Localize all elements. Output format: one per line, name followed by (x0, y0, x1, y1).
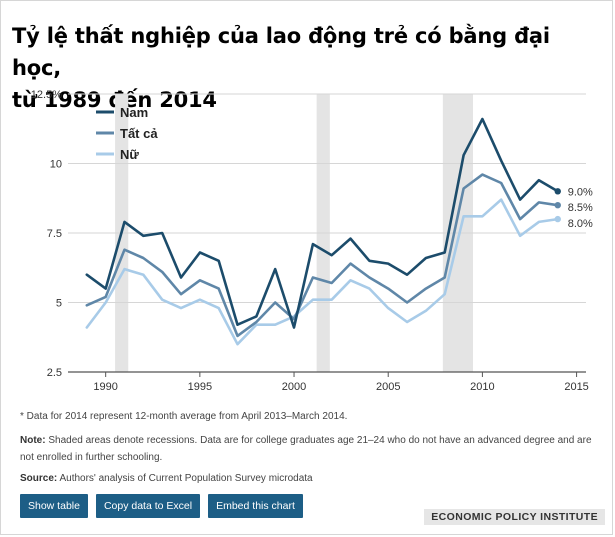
legend: Nam Tất cả Nữ (96, 105, 158, 162)
axes-group: 2.5 5 7.5 10 12.5% 1990 1995 2000 2005 2010 2015 (31, 89, 589, 393)
y-tick-label: 7.5 (47, 228, 62, 240)
brand-logo: ECONOMIC POLICY INSTITUTE (424, 509, 605, 525)
series-end-label: 8.0% (568, 218, 593, 230)
x-tick-label: 1995 (188, 381, 212, 393)
y-tick-label: 2.5 (47, 367, 62, 379)
note-text: Shaded areas denote recessions. Data are… (20, 435, 592, 463)
x-tick-label: 2010 (470, 381, 494, 393)
source-label: Source: (20, 473, 58, 484)
chart-title-line-2: từ 1989 đến 2014 (12, 88, 217, 112)
x-tick-label: 1990 (93, 381, 117, 393)
legend-label: Nữ (120, 147, 139, 162)
series-line-nu (85, 198, 560, 346)
footnote: * Data for 2014 represent 12-month avera… (20, 411, 348, 422)
legend-label: Nam (120, 105, 148, 120)
line-chart: 2.5 5 7.5 10 12.5% 1990 1995 2000 2005 2010 2015 9… (31, 89, 593, 393)
y-tick-label: 5 (56, 298, 62, 310)
series-line-tat-ca (85, 173, 560, 338)
y-tick-label: 12.5% (31, 89, 62, 101)
series-end-point (554, 215, 561, 223)
note-label: Note: (20, 435, 46, 446)
note: Note: Shaded areas denote recessions. Da… (20, 432, 600, 466)
x-tick-label: 2015 (564, 381, 588, 393)
button-bar: Show table Copy data to Excel Embed this… (20, 494, 303, 518)
series-end-point (554, 188, 561, 195)
source: Source: Authors' analysis of Current Pop… (20, 470, 600, 487)
series-end-point (554, 202, 561, 209)
x-tick-label: 2005 (376, 381, 400, 393)
series-end-label: 8.5% (568, 202, 593, 214)
chart-title: Tỷ lệ thất nghiệp của lao động trẻ có bằ… (12, 20, 602, 116)
y-tick-label: 10 (50, 159, 62, 171)
legend-label: Tất cả (120, 126, 158, 141)
series-end-label: 9.0% (568, 186, 593, 198)
copy-data-to-excel-button[interactable]: Copy data to Excel (95, 494, 201, 518)
series-group: 9.0% 8.5% 8.0% (85, 117, 593, 346)
series-line-nam (85, 117, 560, 329)
chart-title-line-1: Tỷ lệ thất nghiệp của lao động trẻ có bằ… (12, 24, 550, 80)
source-text: Authors' analysis of Current Population … (57, 473, 313, 484)
x-tick-label: 2000 (282, 381, 306, 393)
show-table-button[interactable]: Show table (20, 494, 88, 518)
embed-chart-button[interactable]: Embed this chart (208, 494, 303, 518)
